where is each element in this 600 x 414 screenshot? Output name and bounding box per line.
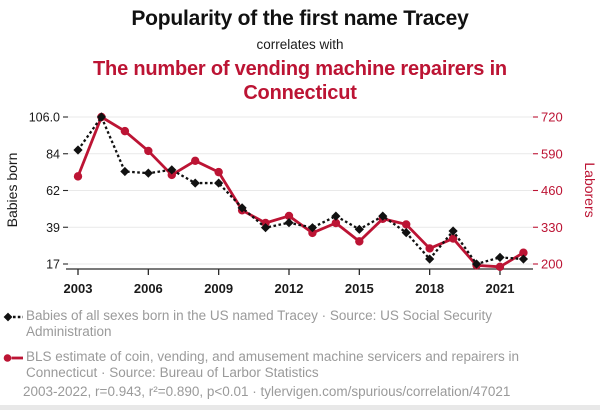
data-point-diamond (214, 178, 224, 188)
legend-label-babies: Babies of all sexes born in the US named… (26, 308, 492, 339)
red-circle-line-marker-icon (3, 351, 23, 363)
data-point-circle (519, 248, 528, 257)
data-point-diamond (284, 218, 294, 228)
data-point-circle (495, 262, 505, 272)
chart-legend: Babies of all sexes born in the US named… (3, 308, 597, 390)
left-axis-tick-label: 39 (46, 221, 60, 235)
chart-connector-text: correlates with (256, 37, 344, 52)
x-axis-tick-label: 2012 (275, 281, 304, 296)
x-axis-tick-label: 2021 (486, 281, 515, 296)
series-line-laborers (76, 115, 525, 269)
black-diamond-dashed-marker-icon (3, 310, 23, 322)
data-point-circle (402, 220, 411, 229)
right-axis-tick-label: 200 (541, 257, 563, 272)
x-axis-tick-label: 2003 (64, 281, 93, 296)
right-axis-tick-label: 590 (541, 146, 563, 161)
data-point-diamond (96, 112, 107, 122)
chart-subtitle: The number of vending machine repairers … (93, 58, 507, 104)
data-point-diamond (331, 211, 341, 221)
data-point-diamond (401, 228, 411, 238)
data-point-diamond (518, 254, 529, 264)
legend-label-laborers: BLS estimate of coin, vending, and amuse… (26, 349, 520, 380)
data-point-diamond (237, 203, 247, 213)
left-axis-tick-label: 17 (46, 258, 60, 272)
series-line-babies (77, 115, 524, 266)
data-point-diamond (167, 165, 177, 175)
data-point-circle (331, 218, 341, 228)
data-point-diamond (190, 178, 200, 188)
data-point-diamond (307, 223, 318, 233)
data-point-circle (425, 244, 434, 253)
data-point-diamond (495, 252, 505, 262)
data-point-circle (448, 234, 458, 243)
legend-item-laborers: BLS estimate of coin, vending, and amuse… (3, 349, 597, 381)
data-point-circle (284, 211, 294, 221)
data-point-circle (120, 126, 130, 136)
x-axis-tick-label: 2009 (204, 281, 233, 296)
right-axis-tick-label: 720 (541, 110, 563, 125)
right-axis-tick-label: 460 (541, 183, 563, 198)
data-point-circle (261, 218, 270, 228)
data-point-diamond (448, 226, 458, 236)
data-point-diamond (260, 223, 271, 233)
data-point-circle (191, 156, 200, 166)
right-axis-title: Laborers (582, 162, 598, 217)
chart-title: Popularity of the first name Tracey (131, 7, 469, 30)
left-axis-tick-label: 62 (46, 184, 60, 198)
left-axis-tick-label: 106.0 (29, 111, 60, 125)
data-point-circle (214, 167, 223, 177)
data-point-diamond (378, 211, 388, 221)
data-point-circle (355, 237, 364, 246)
data-point-diamond (143, 168, 153, 178)
bottom-divider-bar (0, 405, 600, 410)
data-point-circle (144, 146, 153, 156)
left-axis-tick-label: 84 (46, 147, 60, 161)
right-axis-tick-label: 330 (541, 220, 563, 235)
x-axis-tick-label: 2006 (134, 281, 163, 296)
data-point-circle (167, 170, 176, 180)
x-axis-tick-label: 2015 (345, 281, 374, 296)
chart-footnote: 2003-2022, r=0.943, r²=0.890, p<0.01 · t… (23, 384, 511, 399)
data-point-diamond (354, 224, 364, 234)
data-point-diamond (120, 166, 130, 177)
data-point-diamond (73, 145, 83, 155)
data-point-circle (73, 172, 83, 181)
data-point-circle (308, 228, 317, 238)
data-point-diamond (471, 259, 482, 269)
x-axis-tick-label: 2018 (415, 281, 444, 296)
left-axis-title: Babies born (4, 153, 20, 228)
data-point-diamond (425, 254, 435, 264)
legend-item-babies: Babies of all sexes born in the US named… (3, 308, 597, 340)
